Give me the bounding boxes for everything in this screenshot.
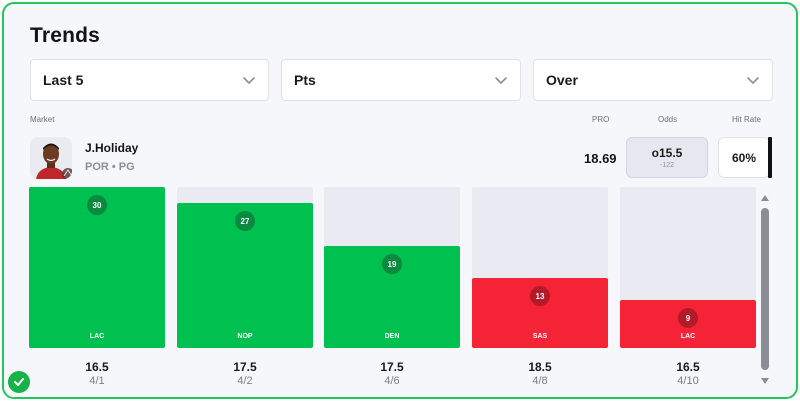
player-name: J.Holiday [85,141,139,155]
odds-line: o15.5 [651,146,683,160]
page-title: Trends [30,24,101,47]
chevron-down-icon [495,77,507,84]
chevron-down-icon [243,77,255,84]
game-date-label: 4/2 [237,375,253,387]
over-under-dropdown[interactable]: Over [533,59,773,101]
odds-column-header: Odds [658,115,678,124]
points-value-badge: 9 [678,308,698,328]
player-avatar [30,137,72,179]
pro-projection-value: 18.69 [584,151,617,166]
check-circle-icon [8,371,30,393]
player-team-position: POR • PG [85,161,135,173]
points-value-badge: 30 [87,195,107,215]
opponent-label: SAS [532,333,548,340]
line-value-label: 17.5 [233,360,257,374]
opponent-label: NOP [237,333,253,340]
line-value-label: 17.5 [380,360,404,374]
market-column-header: Market [30,115,55,124]
points-value-badge: 13 [530,286,550,306]
opponent-label: DEN [384,333,400,340]
player-headshot-icon [30,137,72,179]
hit-rate-badge: 60% [718,137,770,178]
game-date-label: 4/8 [532,375,548,387]
stat-type-dropdown[interactable]: Pts [281,59,521,101]
game-date-label: 4/1 [89,375,105,387]
dropdown-label: Last 5 [43,72,84,88]
points-value-badge: 27 [235,211,255,231]
scroll-up-arrow-icon[interactable] [760,194,770,202]
line-value-label: 16.5 [676,360,700,374]
odds-price: -122 [659,162,674,169]
opponent-label: LAC [89,333,105,340]
games-range-dropdown[interactable]: Last 5 [30,59,269,101]
pro-column-header: PRO [592,115,610,124]
scrollbar-thumb[interactable] [761,208,769,370]
opponent-label: LAC [680,333,696,340]
scroll-down-arrow-icon[interactable] [760,377,770,385]
game-date-label: 4/6 [384,375,400,387]
odds-button[interactable]: o15.5 -122 [626,137,708,178]
hit-rate-indicator [768,137,772,178]
points-value-badge: 19 [382,254,402,274]
line-value-label: 16.5 [85,360,109,374]
dropdown-label: Pts [294,72,316,88]
hit-rate-column-header: Hit Rate [732,115,761,124]
game-log-chart: 30 LAC 16.5 4/1 27 NOP 17.5 4/2 19 DEN 17.5 4/6 13 SA… [4,4,796,397]
line-value-label: 18.5 [528,360,552,374]
chevron-down-icon [747,77,759,84]
game-date-label: 4/10 [677,375,699,387]
hit-rate-value: 60% [731,150,757,165]
dropdown-label: Over [546,72,578,88]
